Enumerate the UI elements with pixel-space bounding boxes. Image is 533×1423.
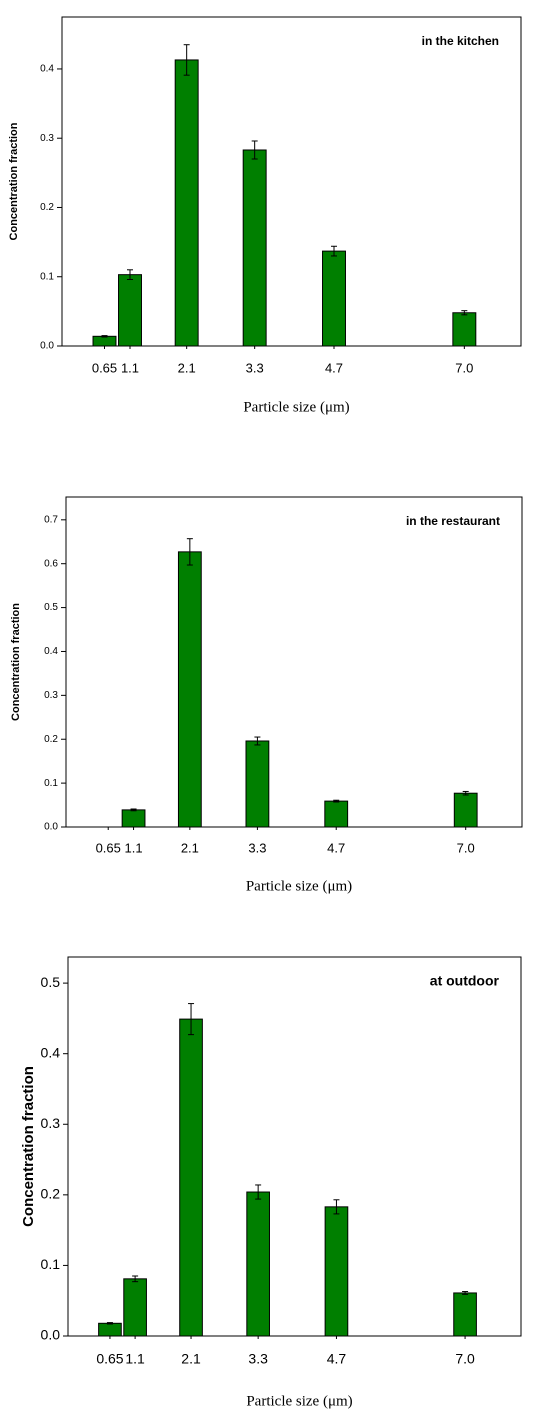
error-bar xyxy=(130,808,137,812)
y-axis-label: Concentration fraction xyxy=(20,1066,37,1227)
y-tick-label: 0.1 xyxy=(44,778,58,789)
bar xyxy=(453,792,478,828)
y-tick-label: 0.1 xyxy=(40,271,54,282)
x-tick-label: 7.0 xyxy=(455,360,473,375)
y-tick-label: 0.4 xyxy=(44,646,58,657)
x-axis-label: Particle size (μm) xyxy=(246,1393,352,1409)
x-tick-label: 4.7 xyxy=(325,360,343,375)
x-tick-label: 7.0 xyxy=(457,840,475,855)
error-bar xyxy=(462,790,469,796)
error-bar xyxy=(331,245,337,257)
bar xyxy=(452,312,477,347)
y-tick-label: 0.0 xyxy=(41,1327,61,1343)
y-tick-label: 0.5 xyxy=(41,974,61,990)
x-tick-label: 7.0 xyxy=(455,1351,475,1367)
x-tick-label: 0.65 xyxy=(96,1351,123,1367)
x-axis-label: Particle size (μm) xyxy=(243,399,349,415)
error-bar xyxy=(333,1199,340,1215)
bar xyxy=(245,740,270,828)
bar xyxy=(123,1278,147,1337)
error-bar xyxy=(106,1322,113,1325)
annotation: in the restaurant xyxy=(406,514,500,528)
bar xyxy=(177,551,202,828)
error-bar xyxy=(251,140,258,160)
error-bar xyxy=(186,538,193,566)
bar xyxy=(174,59,199,347)
x-axis-label: Particle size (μm) xyxy=(246,878,352,894)
x-tick-label: 3.3 xyxy=(246,360,264,375)
bar xyxy=(179,1018,203,1337)
y-tick-label: 0.4 xyxy=(41,1044,61,1060)
error-bar xyxy=(462,1291,469,1295)
error-bar xyxy=(461,310,468,316)
bar xyxy=(92,335,117,347)
error-bar xyxy=(254,736,261,746)
x-tick-label: 2.1 xyxy=(181,1351,201,1367)
x-tick-label: 3.3 xyxy=(248,840,266,855)
y-tick-label: 0.1 xyxy=(41,1256,61,1272)
y-tick-label: 0.7 xyxy=(44,514,58,525)
y-axis-label: Concentration fraction xyxy=(10,603,22,721)
y-tick-label: 0.5 xyxy=(44,602,58,613)
bar xyxy=(121,809,146,828)
error-bar xyxy=(183,44,190,76)
x-tick-label: 2.1 xyxy=(181,840,199,855)
plot-frame xyxy=(61,16,522,347)
error-bar xyxy=(333,799,340,803)
error-bar xyxy=(255,1184,262,1200)
x-tick-label: 1.1 xyxy=(121,360,139,375)
bar xyxy=(324,800,349,828)
y-tick-label: 0.0 xyxy=(40,341,54,352)
x-tick-label: 0.65 xyxy=(92,360,117,375)
error-bar xyxy=(101,335,108,338)
y-tick-label: 0.2 xyxy=(44,734,58,745)
bar xyxy=(324,1206,349,1337)
x-tick-label: 1.1 xyxy=(125,840,143,855)
x-tick-label: 4.7 xyxy=(327,840,345,855)
y-axis-label: Concentration fraction xyxy=(8,122,20,240)
x-tick-label: 1.1 xyxy=(125,1351,145,1367)
y-tick-label: 0.3 xyxy=(44,690,58,701)
x-tick-label: 3.3 xyxy=(248,1351,268,1367)
x-tick-label: 2.1 xyxy=(178,360,196,375)
error-bar xyxy=(188,1003,195,1036)
bar xyxy=(246,1191,270,1337)
y-tick-label: 0.2 xyxy=(40,202,54,213)
bar xyxy=(453,1292,477,1337)
bar xyxy=(242,149,267,347)
y-tick-label: 0.2 xyxy=(41,1186,61,1202)
y-tick-label: 0.4 xyxy=(40,64,54,75)
y-tick-label: 0.6 xyxy=(44,558,58,569)
bar xyxy=(98,1322,122,1337)
annotation: in the kitchen xyxy=(422,34,499,48)
bar xyxy=(118,274,142,347)
error-bar xyxy=(127,269,133,281)
error-bar xyxy=(132,1275,139,1283)
bar xyxy=(322,250,346,347)
x-tick-label: 0.65 xyxy=(96,840,121,855)
annotation: at outdoor xyxy=(430,973,500,989)
y-tick-label: 0.3 xyxy=(40,133,54,144)
plot-frame xyxy=(67,956,522,1337)
y-tick-label: 0.0 xyxy=(44,822,58,833)
y-tick-label: 0.3 xyxy=(41,1115,61,1131)
plot-frame xyxy=(65,496,523,828)
x-tick-label: 4.7 xyxy=(327,1351,347,1367)
